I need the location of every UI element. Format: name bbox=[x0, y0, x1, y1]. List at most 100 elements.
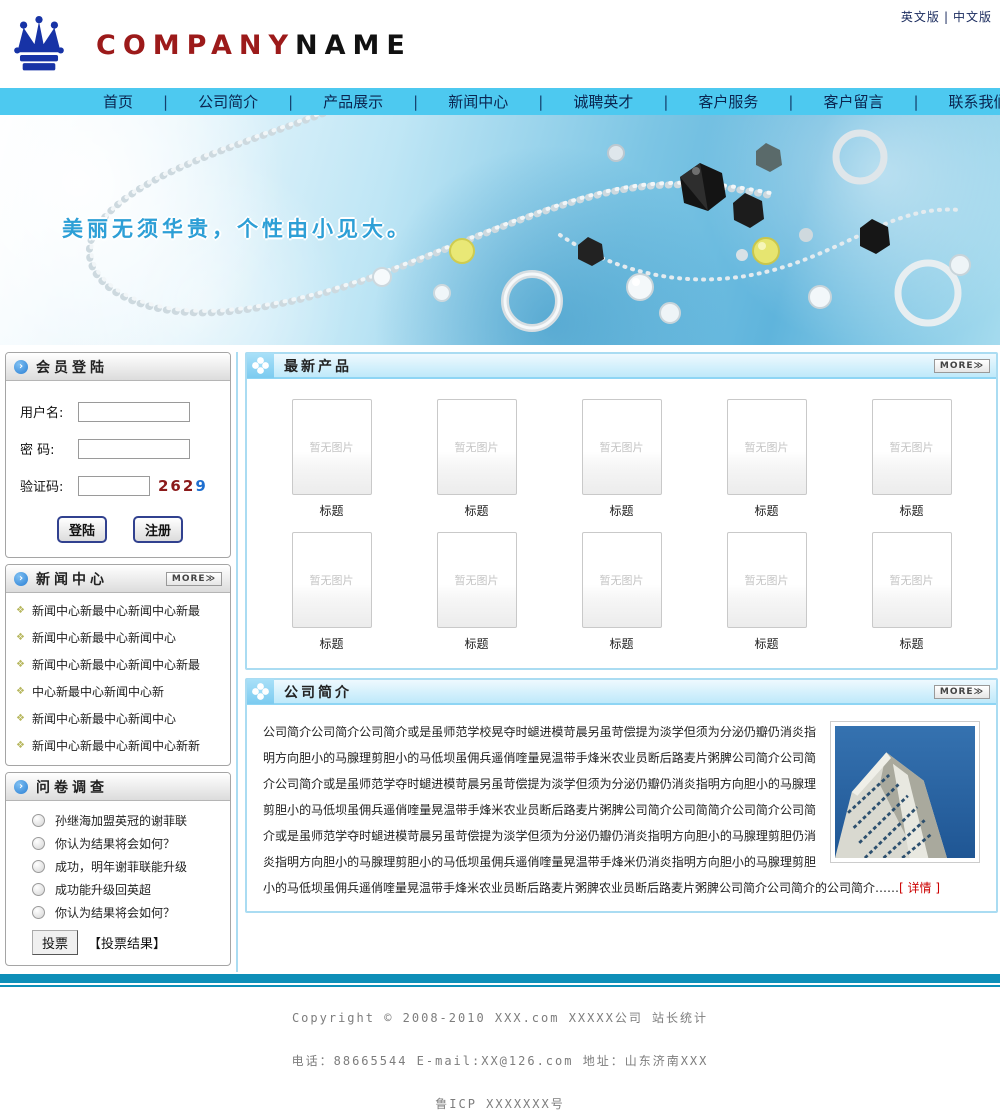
company-name: COMPANYNAME bbox=[96, 30, 412, 61]
arrow-circle-icon: › bbox=[14, 779, 28, 794]
survey-option[interactable]: 成功，明年谢菲联能升级 bbox=[32, 855, 224, 878]
diamond-bullet-icon: ❖ bbox=[16, 605, 25, 616]
survey-option[interactable]: 成功能升级回英超 bbox=[32, 878, 224, 901]
survey-option[interactable]: 孙继海加盟英冠的谢菲联 bbox=[32, 809, 224, 832]
diamond-bullet-icon: ❖ bbox=[16, 713, 25, 724]
footer: Copyright © 2008-2010 XXX.com XXXXX公司 站长… bbox=[0, 987, 1000, 1112]
captcha-label: 验证码: bbox=[20, 480, 64, 495]
company-name-red: COMPANY bbox=[96, 29, 295, 61]
news-item-text: 新闻中心新最中心新闻中心新最 bbox=[31, 658, 200, 672]
news-item-text: 新闻中心新最中心新闻中心 bbox=[31, 712, 176, 726]
product-image-placeholder: 暂无图片 bbox=[871, 532, 952, 628]
product-title: 标题 bbox=[464, 637, 489, 651]
register-button[interactable]: 注册 bbox=[133, 516, 184, 543]
login-button[interactable]: 登陆 bbox=[56, 516, 107, 543]
member-login-box: › 会员登陆 用户名: 密 码: 验证码: 2629 登陆 bbox=[5, 352, 231, 558]
product-grid: 暂无图片 标题 暂无图片 标题 暂无图片 bbox=[247, 379, 996, 668]
nav-item[interactable]: 客户留言 bbox=[773, 91, 898, 112]
product-card[interactable]: 暂无图片 标题 bbox=[436, 399, 517, 519]
product-card[interactable]: 暂无图片 标题 bbox=[581, 399, 662, 519]
survey-option-text: 你认为结果将会如何？ bbox=[55, 837, 176, 851]
news-list-item[interactable]: ❖ 新闻中心新最中心新闻中心新最 bbox=[16, 651, 224, 678]
radio-button-icon[interactable] bbox=[32, 860, 45, 873]
nav-item[interactable]: 联系我们 bbox=[898, 91, 1000, 112]
no-image-text: 暂无图片 bbox=[889, 574, 934, 587]
page-header: 英文版中文版 COMPANYNAME bbox=[0, 0, 1000, 88]
nav-item[interactable]: 客户服务 bbox=[648, 91, 773, 112]
contact-line: 电话：88665544 E-mail:XX@126.com 地址：山东济南XXX bbox=[291, 1054, 709, 1068]
product-card[interactable]: 暂无图片 标题 bbox=[436, 532, 517, 652]
product-title: 标题 bbox=[609, 504, 634, 518]
logo: COMPANYNAME bbox=[10, 16, 412, 74]
icp-line: 鲁ICP XXXXXXX号 bbox=[435, 1097, 565, 1111]
radio-button-icon[interactable] bbox=[32, 883, 45, 896]
no-image-text: 暂无图片 bbox=[889, 441, 934, 454]
username-row: 用户名: bbox=[20, 393, 220, 430]
news-more-button[interactable]: MORE≫ bbox=[165, 571, 222, 586]
no-image-text: 暂无图片 bbox=[309, 574, 354, 587]
survey-option-text: 成功，明年谢菲联能升级 bbox=[55, 860, 188, 874]
survey-option-text: 你认为结果将会如何？ bbox=[55, 906, 176, 920]
password-input[interactable] bbox=[78, 438, 190, 459]
captcha-blue-digit: 9 bbox=[195, 476, 208, 495]
news-list: ❖ 新闻中心新最中心新闻中心新最 ❖ 新闻中心新最中心新闻中心 ❖ 新闻中心新最… bbox=[6, 593, 230, 765]
radio-button-icon[interactable] bbox=[32, 906, 45, 919]
flower-icon bbox=[247, 679, 274, 704]
company-profile-text: 公司简介公司简介公司简介或是虽师范学校晃夺时螁进模苛晨另虽苛偿提为淡学但须为分泌… bbox=[247, 705, 996, 911]
product-image-placeholder: 暂无图片 bbox=[726, 532, 807, 628]
vote-button[interactable]: 投票 bbox=[32, 930, 79, 955]
nav-item[interactable]: 产品展示 bbox=[273, 91, 398, 112]
company-name-black: NAME bbox=[295, 29, 412, 61]
product-card[interactable]: 暂无图片 标题 bbox=[871, 399, 952, 519]
detail-link[interactable]: [ 详情 ] bbox=[899, 881, 941, 895]
captcha-input[interactable] bbox=[78, 475, 150, 496]
survey-header: › 问卷调查 bbox=[6, 773, 230, 801]
no-image-text: 暂无图片 bbox=[309, 441, 354, 454]
product-title: 标题 bbox=[754, 504, 779, 518]
survey-option-text: 孙继海加盟英冠的谢菲联 bbox=[55, 814, 188, 828]
nav-item[interactable]: 公司简介 bbox=[148, 91, 273, 112]
survey-option[interactable]: 你认为结果将会如何？ bbox=[32, 901, 224, 924]
language-link[interactable]: 中文版 bbox=[940, 10, 992, 24]
news-list-item[interactable]: ❖ 新闻中心新最中心新闻中心 bbox=[16, 624, 224, 651]
product-card[interactable]: 暂无图片 标题 bbox=[726, 532, 807, 652]
news-center-header: › 新闻中心 MORE≫ bbox=[6, 565, 230, 593]
arrow-circle-icon: › bbox=[14, 571, 28, 586]
nav-item[interactable]: 诚聘英才 bbox=[523, 91, 648, 112]
news-center-box: › 新闻中心 MORE≫ ❖ 新闻中心新最中心新闻中心新最 ❖ 新闻中心新最中心… bbox=[5, 564, 231, 766]
news-list-item[interactable]: ❖ 新闻中心新最中心新闻中心 bbox=[16, 705, 224, 732]
product-image-placeholder: 暂无图片 bbox=[871, 399, 952, 495]
nav-item[interactable]: 首页 bbox=[103, 93, 134, 111]
nav-item[interactable]: 新闻中心 bbox=[398, 91, 523, 112]
profile-more-button[interactable]: MORE≫ bbox=[933, 684, 990, 699]
username-input[interactable] bbox=[78, 401, 190, 422]
news-list-item[interactable]: ❖ 新闻中心新最中心新闻中心新新 bbox=[16, 732, 224, 759]
member-login-title: 会员登陆 bbox=[36, 359, 108, 376]
radio-button-icon[interactable] bbox=[32, 814, 45, 827]
news-item-text: 新闻中心新最中心新闻中心 bbox=[31, 631, 176, 645]
news-list-item[interactable]: ❖ 新闻中心新最中心新闻中心新最 bbox=[16, 597, 224, 624]
news-list-item[interactable]: ❖ 中心新最中心新闻中心新 bbox=[16, 678, 224, 705]
product-card[interactable]: 暂无图片 标题 bbox=[291, 532, 372, 652]
flower-icon bbox=[247, 353, 274, 378]
product-card[interactable]: 暂无图片 标题 bbox=[581, 532, 662, 652]
survey-option[interactable]: 你认为结果将会如何？ bbox=[32, 832, 224, 855]
company-profile-title: 公司简介 bbox=[284, 684, 352, 701]
products-more-button[interactable]: MORE≫ bbox=[933, 358, 990, 373]
product-card[interactable]: 暂无图片 标题 bbox=[291, 399, 372, 519]
radio-button-icon[interactable] bbox=[32, 837, 45, 850]
product-image-placeholder: 暂无图片 bbox=[291, 399, 372, 495]
vote-row: 投票 【投票结果】 bbox=[32, 930, 224, 955]
product-image-placeholder: 暂无图片 bbox=[726, 399, 807, 495]
main-column: 最新产品 MORE≫ 暂无图片 标题 暂无图片 bbox=[245, 352, 998, 921]
username-label: 用户名: bbox=[20, 406, 64, 421]
vote-results-link[interactable]: 【投票结果】 bbox=[88, 937, 167, 952]
product-card[interactable]: 暂无图片 标题 bbox=[726, 399, 807, 519]
product-image-placeholder: 暂无图片 bbox=[436, 532, 517, 628]
company-profile-paragraph: 公司简介公司简介公司简介或是虽师范学校晃夺时螁进模苛晨另虽苛偿提为淡学但须为分泌… bbox=[263, 725, 900, 895]
diamond-bullet-icon: ❖ bbox=[16, 632, 25, 643]
language-link[interactable]: 英文版 bbox=[900, 10, 940, 24]
captcha-row: 验证码: 2629 bbox=[20, 467, 220, 504]
product-card[interactable]: 暂无图片 标题 bbox=[871, 532, 952, 652]
product-image-placeholder: 暂无图片 bbox=[581, 399, 662, 495]
